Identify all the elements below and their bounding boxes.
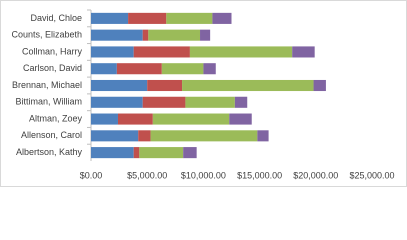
x-tick-label: $5,000.00 — [127, 170, 167, 180]
bar-segment — [292, 46, 315, 58]
y-tick-label: Albertson, Kathy — [16, 147, 83, 157]
bar-segment — [183, 147, 197, 159]
bar-segment — [257, 130, 269, 142]
bar-segment — [91, 63, 117, 75]
x-tick-label: $10,000.00 — [181, 170, 226, 180]
bar-segment — [91, 12, 129, 24]
bar-segment — [91, 79, 148, 92]
bar-segment — [91, 29, 143, 41]
bar-segment — [203, 63, 216, 75]
bar-segment — [116, 63, 162, 75]
bar-segment — [148, 29, 201, 41]
bar-segment — [117, 113, 153, 125]
bar-segment — [91, 46, 134, 58]
y-tick-label: Altman, Zoey — [29, 113, 83, 123]
bar-segment — [91, 96, 143, 108]
y-tick-label: David, Chloe — [30, 13, 82, 23]
bar-segment — [91, 147, 134, 159]
bar-segment — [91, 130, 139, 142]
bar-segment — [138, 130, 151, 142]
bar-segment — [91, 113, 118, 125]
bar-segment — [147, 79, 183, 92]
y-tick-label: Allenson, Carol — [21, 130, 82, 140]
chart-border — [0, 0, 407, 187]
bar-segment — [152, 113, 230, 125]
x-tick-label: $20,000.00 — [293, 170, 338, 180]
y-tick-label: Counts, Elizabeth — [11, 30, 82, 40]
bar-segment — [200, 29, 211, 41]
y-tick-label: Carlson, David — [23, 63, 82, 73]
bar-segment — [133, 147, 140, 159]
bar-segment — [166, 12, 213, 24]
bar-segment — [182, 79, 314, 92]
bar-segment — [128, 12, 167, 24]
x-tick-label: $0.00 — [80, 170, 103, 180]
bar-segment — [229, 113, 252, 125]
bar-segment — [150, 130, 258, 142]
bar-segment — [313, 79, 326, 92]
bar-segment — [139, 147, 184, 159]
y-tick-label: Brennan, Michael — [12, 80, 82, 90]
bar-segment — [189, 46, 293, 58]
bar-segment — [185, 96, 235, 108]
y-tick-label: Collman, Harry — [22, 46, 83, 56]
bar-segment — [142, 29, 149, 41]
chart: $0.00 $5,000.00 $10,000.00 $15,000.00 $20,00… — [0, 0, 407, 187]
x-tick-label: $15,000.00 — [237, 170, 282, 180]
y-tick-label: Bittiman, William — [15, 97, 82, 107]
x-tick-label: $25,000.00 — [349, 170, 394, 180]
bar-segment — [133, 46, 190, 58]
bar-segment — [234, 96, 248, 108]
bar-segment — [161, 63, 204, 75]
bar-segment — [212, 12, 232, 24]
bar-segment — [142, 96, 186, 108]
